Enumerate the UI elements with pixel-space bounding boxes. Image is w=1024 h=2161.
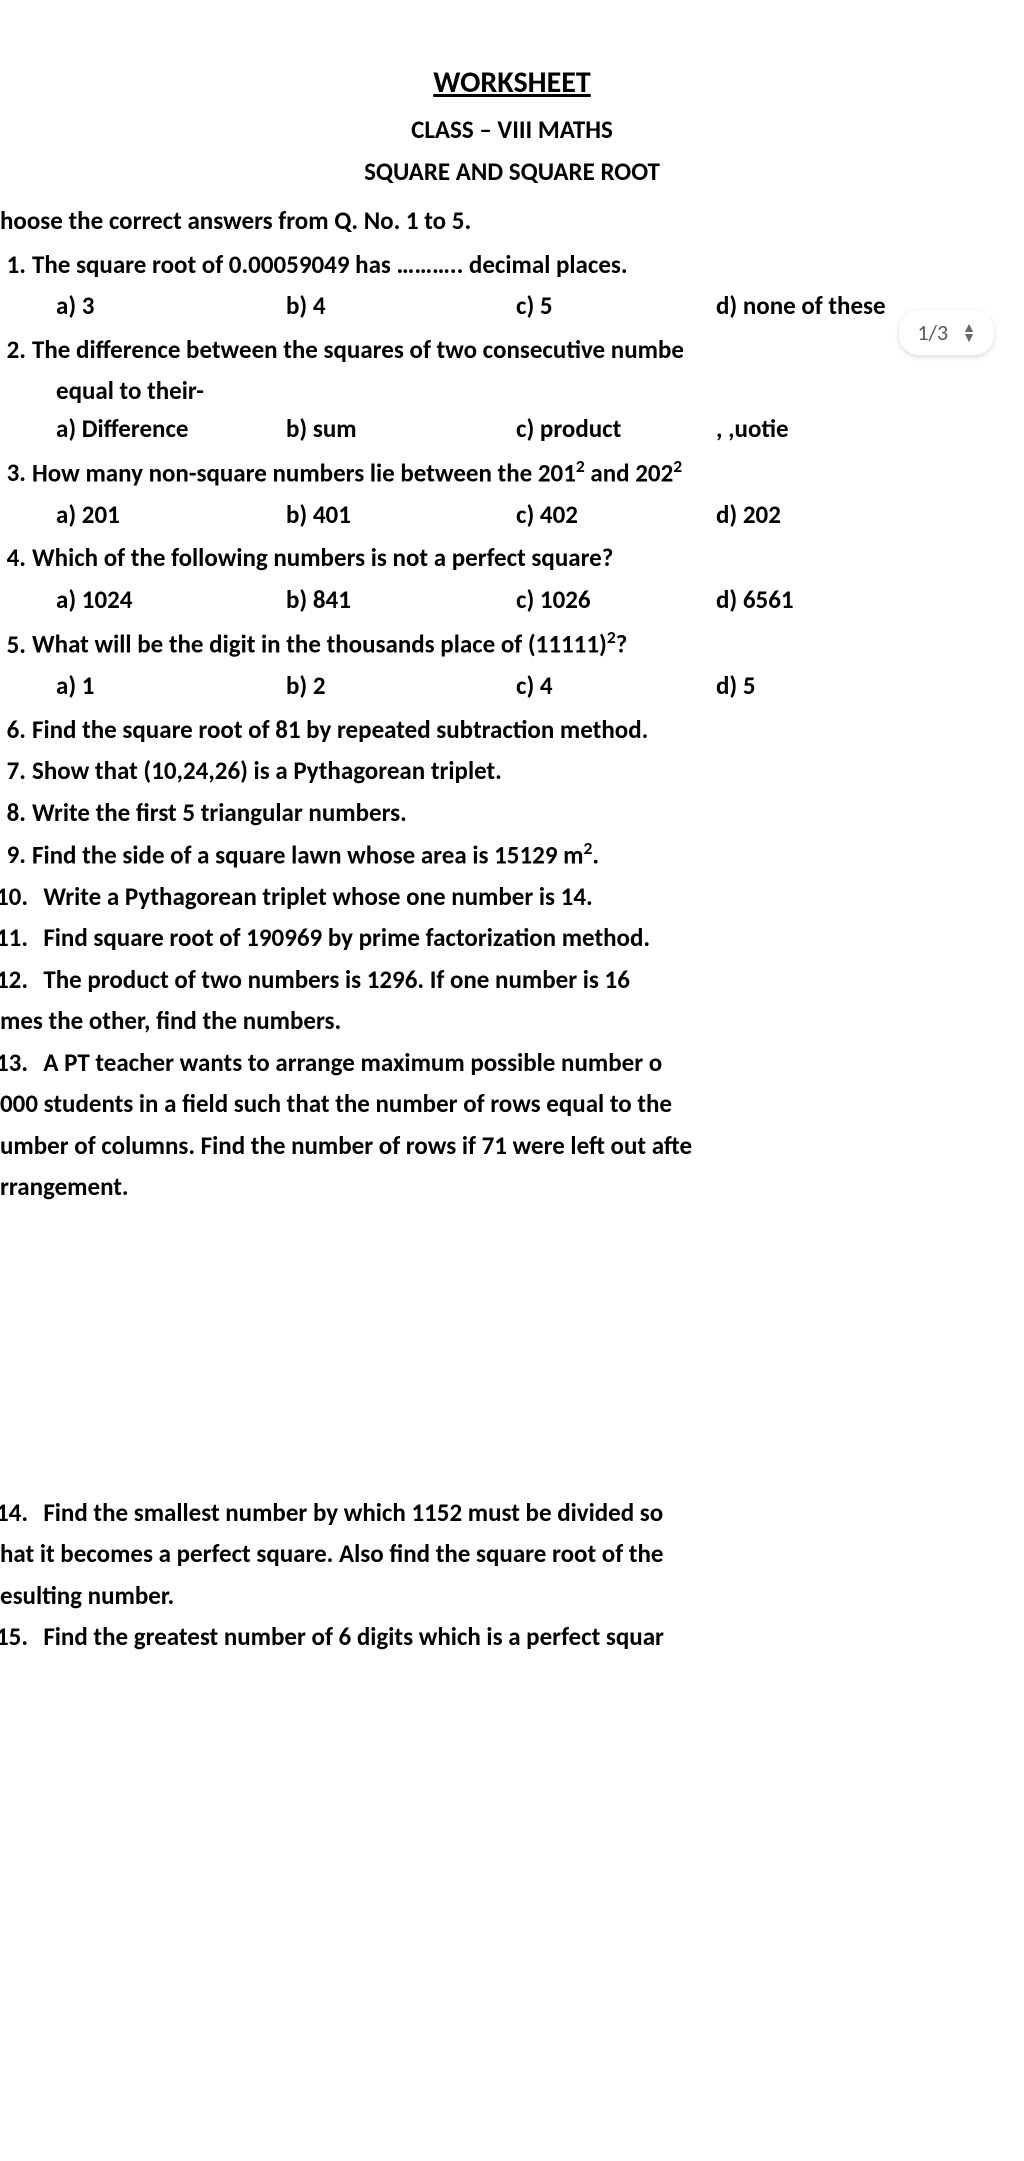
question-14: 14. Find the smallest number by which 11… [36, 1494, 1024, 1532]
q5-text-post: ? [616, 629, 628, 660]
q7-text: Show that (10,24,26) is a Pythagorean tr… [32, 755, 502, 786]
question-11: 11. Find square root of 190969 by prime … [36, 919, 1024, 957]
page-arrows[interactable]: ▲ ▼ [962, 323, 976, 343]
q10-number: 10. [0, 878, 32, 916]
q5-opt-c: c) 4 [516, 667, 716, 705]
q6-number: 6. [0, 711, 32, 749]
q2-opt-b: b) sum [286, 410, 516, 448]
q5-options: a) 1 b) 2 c) 4 d) 5 [56, 667, 1024, 705]
q2-text-l2: equal to their- [56, 372, 1024, 410]
q1-options: a) 3 b) 4 c) 5 d) none of these [56, 287, 1024, 325]
q2-opt-c: c) product [516, 410, 716, 448]
q2-text-l1: The difference between the squares of tw… [32, 334, 684, 365]
q10-text: Write a Pythagorean triplet whose one nu… [43, 881, 592, 912]
q2-number: 2. [0, 331, 32, 369]
question-4: 4.Which of the following numbers is not … [36, 539, 1024, 577]
q15-number: 15. [0, 1618, 32, 1656]
q3-sup1: 2 [576, 455, 585, 477]
worksheet-title: WORKSHEET [0, 60, 1024, 105]
q6-text: Find the square root of 81 by repeated s… [32, 714, 648, 745]
q3-opt-c: c) 402 [516, 496, 716, 534]
page-count-text: 1/3 [917, 316, 948, 349]
q7-number: 7. [0, 752, 32, 790]
q3-opt-b: b) 401 [286, 496, 516, 534]
q9-number: 9. [0, 836, 32, 874]
question-9: 9.Find the side of a square lawn whose a… [36, 835, 1024, 874]
q12-number: 12. [0, 961, 32, 999]
question-15: 15. Find the greatest number of 6 digits… [36, 1618, 1024, 1656]
q13-text-l2: 000 students in a field such that the nu… [0, 1085, 1024, 1123]
q3-text-pre: How many non-square numbers lie between … [32, 457, 576, 488]
q4-number: 4. [0, 539, 32, 577]
q2-options: a) Difference b) sum c) product , ,uotie [56, 410, 1024, 448]
q4-text: Which of the following numbers is not a … [32, 542, 613, 573]
q14-text-l1: Find the smallest number by which 1152 m… [43, 1497, 663, 1528]
q8-number: 8. [0, 794, 32, 832]
q14-text-l2: hat it becomes a perfect square. Also fi… [0, 1535, 1024, 1573]
q4-opt-b: b) 841 [286, 581, 516, 619]
chevron-down-icon[interactable]: ▼ [962, 333, 976, 343]
q1-text: The square root of 0.00059049 has ……….. … [32, 249, 628, 280]
q4-opt-d: d) 6561 [716, 581, 794, 619]
q14-number: 14. [0, 1494, 32, 1532]
question-6: 6.Find the square root of 81 by repeated… [36, 711, 1024, 749]
question-8: 8.Write the first 5 triangular numbers. [36, 794, 1024, 832]
q1-number: 1. [0, 246, 32, 284]
question-13: 13. A PT teacher wants to arrange maximu… [36, 1044, 1024, 1082]
q3-sup2: 2 [673, 455, 682, 477]
header-block: WORKSHEET CLASS – VIII MATHS SQUARE AND … [0, 60, 1024, 190]
question-2: 2.The difference between the squares of … [36, 331, 1024, 369]
q5-opt-a: a) 1 [56, 667, 286, 705]
q13-text-l3: umber of columns. Find the number of row… [0, 1127, 1024, 1165]
question-7: 7.Show that (10,24,26) is a Pythagorean … [36, 752, 1024, 790]
q11-number: 11. [0, 919, 32, 957]
q3-text-mid: and 202 [585, 457, 674, 488]
q1-opt-a: a) 3 [56, 287, 286, 325]
q5-opt-b: b) 2 [286, 667, 516, 705]
q2-opt-d: , ,uotie [716, 410, 789, 448]
q3-options: a) 201 b) 401 c) 402 d) 202 [56, 496, 1024, 534]
q13-text-l1: A PT teacher wants to arrange maximum po… [43, 1047, 662, 1078]
q13-number: 13. [0, 1044, 32, 1082]
q11-text: Find square root of 190969 by prime fact… [43, 922, 650, 953]
q9-text-post: . [592, 839, 599, 870]
topic-line: SQUARE AND SQUARE ROOT [0, 153, 1024, 191]
q4-opt-c: c) 1026 [516, 581, 716, 619]
question-1: 1.The square root of 0.00059049 has ……….… [36, 246, 1024, 284]
page-indicator-badge[interactable]: 1/3 ▲ ▼ [899, 310, 994, 355]
instruction-text: hoose the correct answers from Q. No. 1 … [0, 202, 1024, 240]
q8-text: Write the first 5 triangular numbers. [32, 797, 407, 828]
q3-opt-a: a) 201 [56, 496, 286, 534]
q13-text-l4: rrangement. [0, 1168, 1024, 1206]
question-12: 12. The product of two numbers is 1296. … [36, 961, 1024, 999]
q2-opt-a: a) Difference [56, 410, 286, 448]
q1-opt-c: c) 5 [516, 287, 716, 325]
q3-opt-d: d) 202 [716, 496, 781, 534]
question-5: 5.What will be the digit in the thousand… [36, 624, 1024, 663]
q1-opt-d: d) none of these [716, 287, 886, 325]
question-10: 10. Write a Pythagorean triplet whose on… [36, 878, 1024, 916]
q5-number: 5. [0, 626, 32, 664]
q9-text-pre: Find the side of a square lawn whose are… [32, 839, 583, 870]
question-3: 3.How many non-square numbers lie betwee… [36, 453, 1024, 492]
q3-number: 3. [0, 454, 32, 492]
blank-space [0, 1210, 1024, 1490]
q12-text-l2: mes the other, find the numbers. [0, 1002, 1024, 1040]
q4-opt-a: a) 1024 [56, 581, 286, 619]
q14-text-l3: esulting number. [0, 1577, 1024, 1615]
q5-text-pre: What will be the digit in the thousands … [32, 629, 607, 660]
q12-text-l1: The product of two numbers is 1296. If o… [43, 964, 630, 995]
q5-sup: 2 [607, 626, 616, 648]
class-line: CLASS – VIII MATHS [0, 111, 1024, 149]
q5-opt-d: d) 5 [716, 667, 756, 705]
q4-options: a) 1024 b) 841 c) 1026 d) 6561 [56, 581, 1024, 619]
q1-opt-b: b) 4 [286, 287, 516, 325]
q15-text: Find the greatest number of 6 digits whi… [43, 1621, 664, 1652]
